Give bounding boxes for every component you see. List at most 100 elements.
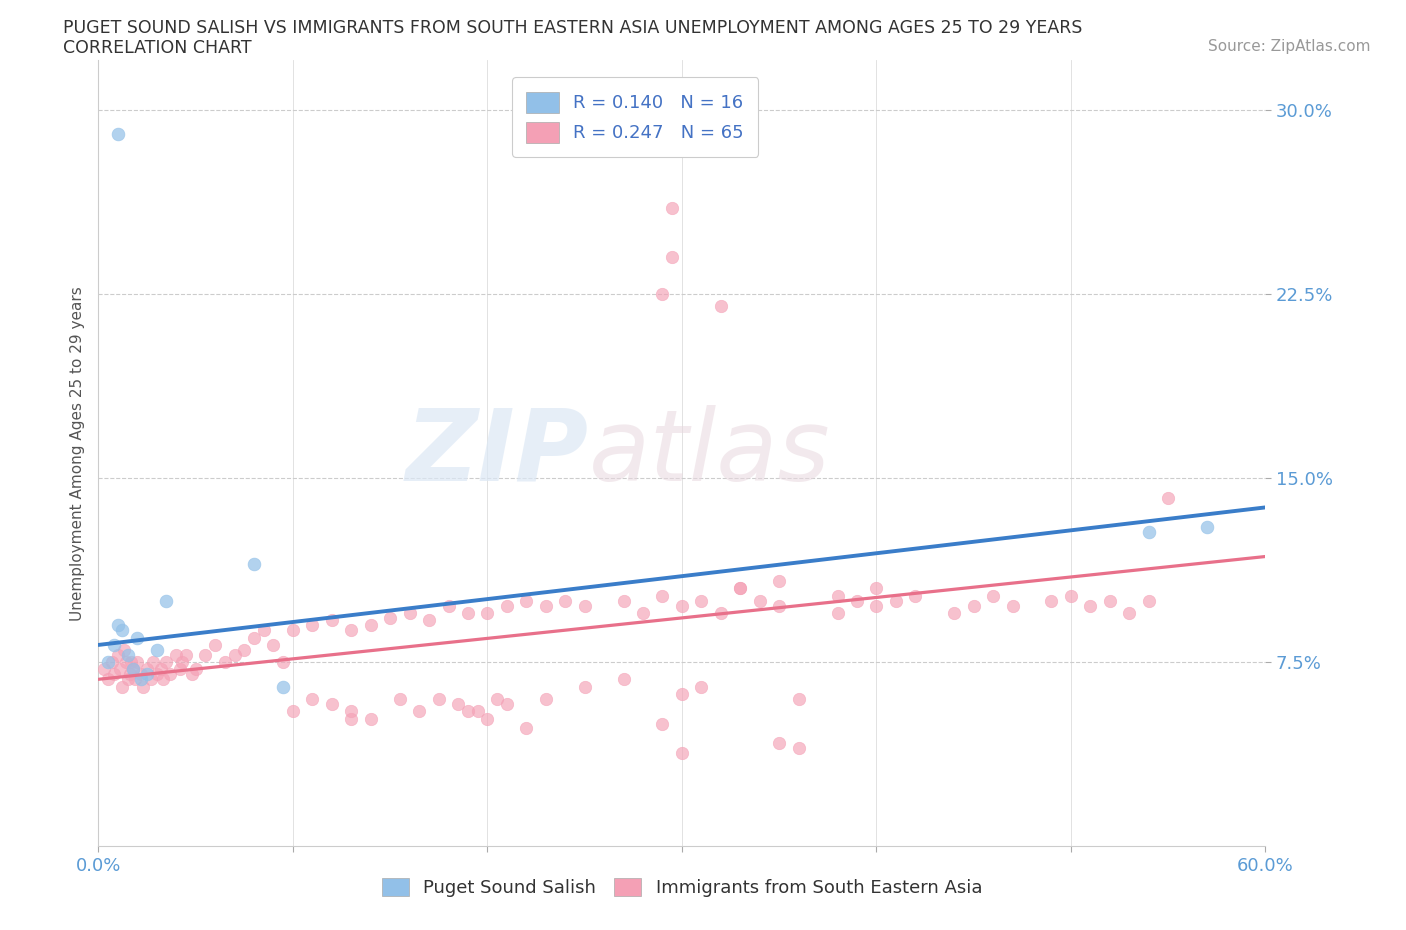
Point [152, 671, 174, 686]
Point [427, 692, 450, 707]
Point [139, 671, 162, 686]
Point [122, 662, 145, 677]
Point [301, 692, 323, 707]
Point [155, 655, 177, 670]
Point [613, 671, 636, 686]
Point [962, 598, 984, 613]
Point [112, 643, 135, 658]
Point [865, 581, 887, 596]
Point [827, 605, 849, 620]
Point [730, 581, 752, 596]
Point [360, 618, 382, 632]
Point [103, 667, 125, 682]
Point [243, 631, 266, 645]
Point [768, 736, 790, 751]
Point [271, 679, 294, 694]
Point [447, 697, 470, 711]
Point [671, 686, 693, 701]
Point [981, 589, 1004, 604]
Point [262, 637, 284, 652]
Point [1137, 525, 1160, 539]
Point [710, 299, 733, 313]
Point [1118, 605, 1140, 620]
Point [340, 623, 363, 638]
Point [281, 704, 304, 719]
Point [360, 711, 382, 726]
Point [149, 662, 172, 677]
Point [631, 605, 654, 620]
Point [515, 721, 537, 736]
Point [136, 662, 159, 677]
Point [515, 593, 537, 608]
Point [1040, 593, 1063, 608]
Point [477, 605, 499, 620]
Point [486, 692, 509, 707]
Point [690, 593, 713, 608]
Point [661, 200, 683, 215]
Point [730, 581, 752, 596]
Point [477, 711, 499, 726]
Legend: Puget Sound Salish, Immigrants from South Eastern Asia: Puget Sound Salish, Immigrants from Sout… [374, 870, 990, 904]
Point [127, 655, 149, 670]
Point [884, 593, 907, 608]
Point [129, 671, 152, 686]
Point [321, 613, 343, 628]
Point [142, 655, 165, 670]
Text: ZIP: ZIP [405, 405, 589, 502]
Point [408, 704, 430, 719]
Point [121, 655, 143, 670]
Point [103, 637, 125, 652]
Point [574, 598, 596, 613]
Point [127, 631, 149, 645]
Point [457, 605, 479, 620]
Point [651, 589, 673, 604]
Point [496, 598, 519, 613]
Point [174, 647, 197, 662]
Point [846, 593, 869, 608]
Point [107, 647, 129, 662]
Point [224, 647, 246, 662]
Point [574, 679, 596, 694]
Point [159, 667, 181, 682]
Point [301, 618, 323, 632]
Point [651, 716, 673, 731]
Point [281, 623, 304, 638]
Point [184, 662, 207, 677]
Point [904, 589, 927, 604]
Point [129, 667, 152, 682]
Point [122, 662, 145, 677]
Point [132, 679, 155, 694]
Point [388, 692, 411, 707]
Point [943, 605, 966, 620]
Point [165, 647, 187, 662]
Point [118, 667, 141, 682]
Text: atlas: atlas [589, 405, 830, 502]
Point [233, 643, 256, 658]
Point [194, 647, 217, 662]
Point [169, 662, 191, 677]
Point [1080, 598, 1102, 613]
Point [437, 598, 460, 613]
Point [651, 286, 673, 301]
Point [111, 679, 134, 694]
Point [1157, 490, 1180, 505]
Point [1195, 520, 1218, 535]
Point [380, 610, 402, 625]
Text: PUGET SOUND SALISH VS IMMIGRANTS FROM SOUTH EASTERN ASIA UNEMPLOYMENT AMONG AGES: PUGET SOUND SALISH VS IMMIGRANTS FROM SO… [63, 19, 1083, 36]
Point [321, 697, 343, 711]
Point [136, 667, 159, 682]
Text: Source: ZipAtlas.com: Source: ZipAtlas.com [1208, 39, 1371, 54]
Point [787, 692, 810, 707]
Point [613, 593, 636, 608]
Point [827, 589, 849, 604]
Point [340, 704, 363, 719]
Point [101, 655, 124, 670]
Point [710, 605, 733, 620]
Point [787, 740, 810, 755]
Point [114, 655, 136, 670]
Y-axis label: Unemployment Among Ages 25 to 29 years: Unemployment Among Ages 25 to 29 years [69, 286, 84, 620]
Point [97, 671, 120, 686]
Point [554, 593, 576, 608]
Point [1001, 598, 1024, 613]
Point [671, 598, 693, 613]
